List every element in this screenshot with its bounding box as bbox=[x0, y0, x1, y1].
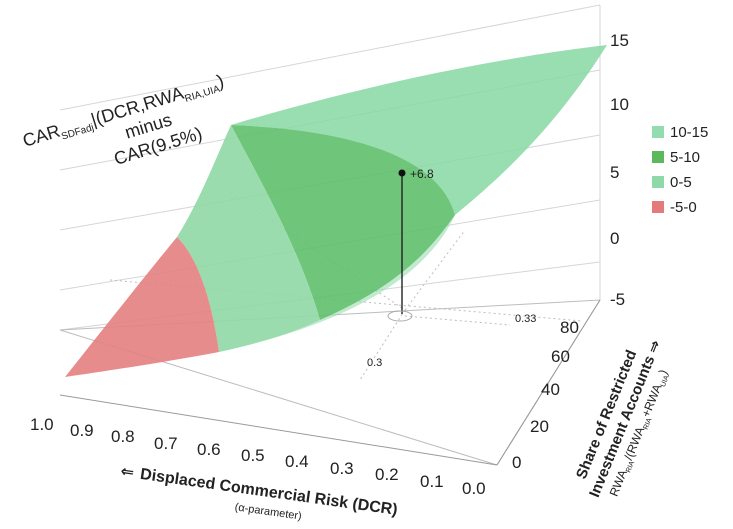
x-tick-0.0: 0.0 bbox=[462, 479, 486, 498]
legend: 10-15 5-10 0-5 -5-0 bbox=[652, 124, 708, 216]
y-tick-20: 20 bbox=[530, 417, 549, 436]
x-axis-ticks: 1.0 0.9 0.8 0.7 0.6 0.5 0.4 0.3 0.2 0.1 … bbox=[30, 415, 486, 498]
legend-label-5-10: 5-10 bbox=[670, 149, 700, 166]
legend-swatch-5-10 bbox=[652, 151, 664, 163]
legend-label-neg5-0: -5-0 bbox=[670, 199, 697, 216]
x-tick-0.2: 0.2 bbox=[375, 465, 399, 484]
x-axis-arrow: ⇐ bbox=[119, 463, 135, 482]
z-tick-neg5: -5 bbox=[610, 290, 625, 309]
legend-swatch-10-15 bbox=[652, 126, 664, 138]
z-axis-ticks: 15 10 5 0 -5 bbox=[610, 31, 629, 309]
y-axis-title: Share of Restricted Investment Accounts … bbox=[573, 338, 671, 500]
y-axis-ticks: 80 60 40 20 0 bbox=[512, 318, 579, 472]
surface-band-10-15 bbox=[231, 45, 607, 215]
z-tick-5: 5 bbox=[610, 163, 619, 182]
legend-label-0-5: 0-5 bbox=[670, 174, 692, 191]
z-tick-10: 10 bbox=[610, 95, 629, 114]
legend-swatch-neg5-0 bbox=[652, 201, 664, 213]
legend-label-10-15: 10-15 bbox=[670, 124, 708, 141]
annotation-marker: +6.8 0.3 0.33 bbox=[367, 167, 536, 369]
y-tick-0: 0 bbox=[512, 453, 521, 472]
x-tick-0.5: 0.5 bbox=[241, 446, 265, 465]
axis-lines bbox=[59, 299, 601, 466]
surface-band-neg5-0 bbox=[65, 237, 219, 377]
annotation-x-label: 0.3 bbox=[367, 357, 382, 369]
y-tick-40: 40 bbox=[541, 380, 560, 399]
annotation-value: +6.8 bbox=[410, 167, 434, 181]
annotation-y-label: 0.33 bbox=[515, 313, 536, 325]
x-axis-sublabel: (α-parameter) bbox=[234, 501, 302, 522]
x-tick-0.4: 0.4 bbox=[285, 452, 309, 471]
legend-swatch-0-5 bbox=[652, 176, 664, 188]
x-tick-0.1: 0.1 bbox=[420, 472, 444, 491]
x-tick-0.8: 0.8 bbox=[111, 427, 135, 446]
y-tick-80: 80 bbox=[560, 318, 579, 337]
x-tick-0.7: 0.7 bbox=[154, 434, 178, 453]
surface-band-0-5 bbox=[177, 125, 320, 352]
x-axis-title: ⇐ Displaced Commercial Risk (DCR) (α-par… bbox=[119, 463, 398, 522]
y-tick-60: 60 bbox=[551, 347, 570, 366]
z-axis-title: CARSDFadj|(DCR,RWARIA,UIA) minus CAR(9.5… bbox=[20, 71, 226, 169]
x-tick-0.9: 0.9 bbox=[70, 421, 94, 440]
x-tick-0.3: 0.3 bbox=[330, 459, 354, 478]
x-tick-1.0: 1.0 bbox=[30, 415, 54, 434]
z-tick-0: 0 bbox=[610, 229, 619, 248]
z-tick-15: 15 bbox=[610, 31, 629, 50]
x-tick-0.6: 0.6 bbox=[197, 440, 221, 459]
